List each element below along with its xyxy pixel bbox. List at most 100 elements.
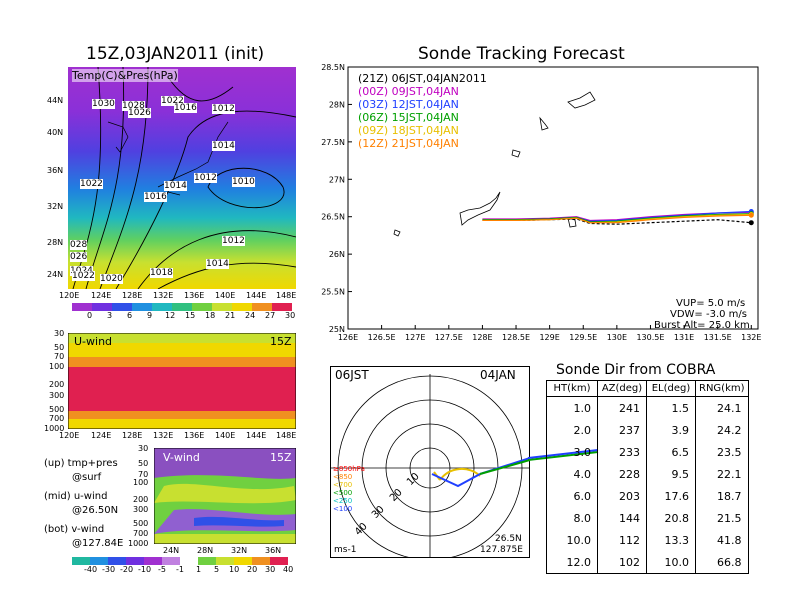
wind-colorbar-tick: -5: [158, 565, 166, 574]
level-tick: 300: [49, 391, 65, 400]
colorbar-tick: 0: [87, 311, 93, 320]
cell-ht: 12.0: [546, 551, 598, 574]
hodograph: [431, 457, 530, 488]
lon-tick: 128E: [122, 291, 143, 300]
lat-tick: 32N: [231, 546, 248, 555]
colorbar-tick: 27: [265, 311, 276, 320]
lat-tick: 24N: [163, 546, 180, 555]
colorbar-tick: 12: [165, 311, 176, 320]
legend-series-label: 18JST,04JAN: [391, 124, 459, 137]
x-tick-label: 127.5E: [435, 333, 463, 342]
lat-tick: 36N: [265, 546, 282, 555]
isobar-label: 1030: [92, 99, 115, 109]
isobar-label: 1014: [212, 141, 235, 151]
tracking-chart: 126E 126.5E 127E 127.5E 128E 128.5E 129E 129.5E…: [321, 63, 761, 342]
isobar-label: 1022: [72, 271, 95, 281]
legend-series-label: 15JST,04JAN: [391, 111, 459, 124]
lon-tick: 140E: [215, 431, 236, 440]
level-tick: 200: [133, 495, 149, 504]
isobar-label: 1014: [164, 181, 187, 191]
temp-colorbar: [72, 303, 292, 311]
cell-rng: 41.8: [695, 529, 749, 551]
wind-colorbar-tick: 1: [196, 565, 202, 574]
y-tick-label: 28N: [329, 100, 345, 109]
legend-series-label: 12JST,04JAN: [391, 98, 459, 111]
header-rng: RNG(km): [695, 380, 749, 397]
cell-ht: 4.0: [546, 463, 598, 485]
legend-series-name: (00Z): [358, 85, 389, 98]
isobar-label: 1012: [222, 236, 245, 246]
isobar-label: 1022: [161, 96, 184, 106]
plot-frame: [347, 66, 759, 330]
polar-time: 06JST: [335, 368, 369, 382]
cell-ht: 10.0: [546, 529, 598, 551]
level-legend: <700: [333, 481, 353, 489]
y-tick-label: 25.5N: [321, 288, 345, 297]
vwind-panel: [154, 448, 296, 544]
colorbar-tick: 3: [107, 311, 113, 320]
isobar-label: 1026: [128, 108, 151, 118]
colorbar-tick: 30: [285, 311, 296, 320]
table-row: 8.0 144 20.8 21.5: [546, 507, 749, 529]
legend-line: @26.50N: [72, 505, 119, 516]
cell-rng: 21.5: [695, 507, 749, 529]
param-vup: VUP= 5.0 m/s: [676, 298, 746, 309]
header-ht: HT(km): [546, 380, 598, 397]
legend-entry-03z: (03Z) 12JST,04JAN: [358, 98, 459, 111]
cell-rng: 24.2: [695, 419, 749, 441]
lat-tick: 28N: [197, 546, 214, 555]
table-header-row: HT(km) AZ(deg) EL(deg) RNG(km): [546, 380, 749, 397]
x-tick-label: 126.5E: [368, 333, 396, 342]
cell-az: 203: [597, 485, 647, 507]
map-label: Temp(C)&Pres(hPa): [72, 69, 178, 82]
lat-tick: 32N: [47, 202, 64, 211]
wind-colorbar-tick: 20: [247, 565, 258, 574]
level-tick: 100: [49, 362, 65, 371]
lat-tick: 36N: [47, 166, 64, 175]
lon-tick: 148E: [276, 291, 297, 300]
level-tick: 700: [49, 414, 65, 423]
colorbar-tick: 9: [147, 311, 153, 320]
legend-series-name: (03Z): [358, 98, 389, 111]
wind-colorbar-tick: 10: [229, 565, 240, 574]
level-tick: 50: [138, 459, 149, 468]
colorbar-tick: 21: [225, 311, 236, 320]
legend-series-name: (21Z): [358, 72, 389, 85]
coastline: [107, 121, 229, 196]
x-tick-label: 129.5E: [569, 333, 597, 342]
wind-colorbar-tick: -10: [138, 565, 152, 574]
level-tick: 100: [133, 478, 149, 487]
x-tick-label: 132E: [741, 333, 761, 342]
cell-az: 228: [597, 463, 647, 485]
polar-date: 04JAN: [480, 368, 516, 382]
wind-colorbar: [72, 557, 288, 565]
cell-az: 112: [597, 529, 647, 551]
cell-rng: 23.5: [695, 441, 749, 463]
isobar-label: 1014: [206, 259, 229, 269]
table-row: 2.0 237 3.9 24.2: [546, 419, 749, 441]
legend-series-label: 06JST,04JAN2011: [391, 72, 487, 85]
legend-series-name: (12Z): [358, 137, 389, 150]
polar-unit: ms-1: [334, 545, 357, 555]
table-title: Sonde Dir from COBRA: [556, 362, 716, 378]
legend-line: @surf: [72, 472, 102, 483]
legend-entry-00z: (00Z) 09JST,04JAN: [358, 85, 459, 98]
y-tick-label: 25N: [329, 325, 345, 334]
legend-series-label: 09JST,04JAN: [391, 85, 459, 98]
cell-ht: 2.0: [546, 419, 598, 441]
x-tick-label: 130.5E: [636, 333, 664, 342]
level-tick: 70: [138, 470, 149, 479]
cell-az: 144: [597, 507, 647, 529]
wind-colorbar-tick: -20: [120, 565, 134, 574]
cell-el: 17.6: [646, 485, 696, 507]
uwind-time: 15Z: [270, 335, 292, 348]
lon-tick: 132E: [153, 291, 174, 300]
level-legend: <250: [333, 497, 353, 505]
table-row: 3.0 233 6.5 23.5: [546, 441, 749, 463]
cell-az: 102: [597, 551, 647, 574]
cell-rng: 24.1: [695, 396, 749, 419]
colorbar-tick: 24: [245, 311, 256, 320]
lon-tick: 144E: [246, 291, 267, 300]
polar-lat: 26.5N: [495, 534, 522, 544]
y-tick-label: 27.5N: [321, 138, 345, 147]
